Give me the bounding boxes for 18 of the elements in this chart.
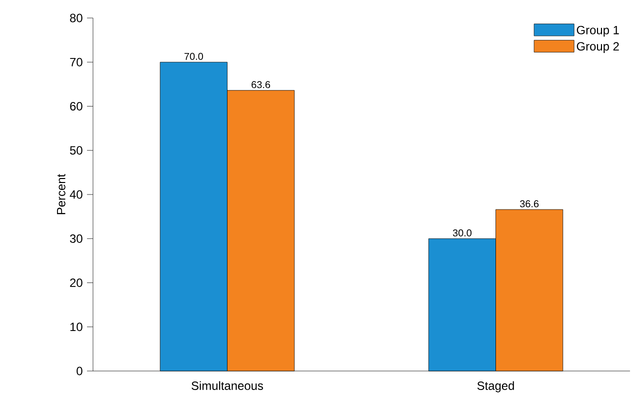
y-tick-label: 50 (70, 146, 82, 155)
x-tick-label: Simultaneous (192, 381, 264, 390)
legend-label: Group 1 (576, 26, 619, 37)
y-tick-label: 20 (70, 278, 82, 287)
y-tick-label: 30 (70, 234, 82, 243)
y-tick-label: 10 (70, 322, 82, 332)
data-label: 70.0 (184, 52, 204, 60)
y-tick-label: 60 (70, 102, 82, 110)
data-label: 63.6 (252, 81, 270, 88)
y-tick-label: 40 (70, 190, 82, 199)
y-tick-label: 0 (76, 366, 82, 376)
x-tick-label: Staged (477, 381, 514, 392)
y-tick-label: 80 (70, 14, 82, 22)
legend-label: Group 2 (576, 42, 619, 53)
y-tick-label: 70 (70, 58, 82, 66)
y-axis-title: Percent (57, 174, 66, 214)
data-label: 36.6 (520, 200, 539, 208)
data-label: 30.0 (452, 229, 472, 236)
